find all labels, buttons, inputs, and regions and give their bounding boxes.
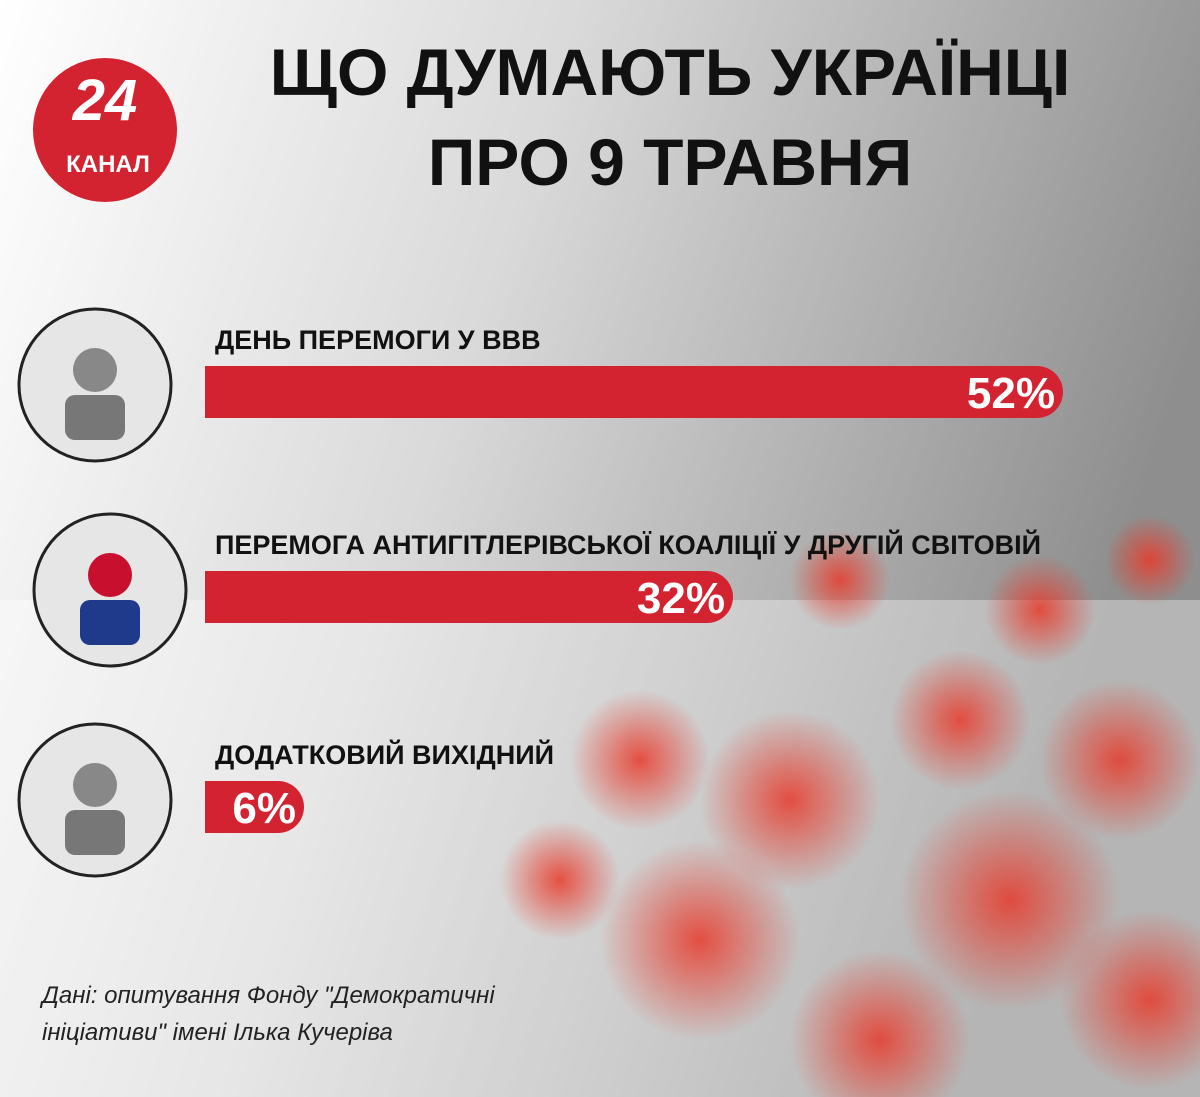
- logo-number: 24: [72, 68, 138, 133]
- category-photo: [32, 512, 188, 668]
- source-note: Дані: опитування Фонду "Демократичні: [39, 982, 495, 1009]
- photo-detail: [65, 395, 125, 440]
- bar: [205, 366, 1063, 418]
- chart-title: ПРО 9 ТРАВНЯ: [428, 125, 912, 199]
- chart-title: ЩО ДУМАЮТЬ УКРАЇНЦІ: [270, 35, 1071, 109]
- bar: [205, 571, 733, 623]
- photo-detail: [73, 763, 117, 807]
- photo-detail: [65, 810, 125, 855]
- category-photo: [17, 722, 173, 878]
- source-note: ініціативи" імені Ілька Кучеріва: [42, 1019, 393, 1046]
- photo-detail: [88, 553, 132, 597]
- category-label: ДОДАТКОВИЙ ВИХІДНИЙ: [215, 739, 554, 770]
- category-label: ДЕНЬ ПЕРЕМОГИ У ВВВ: [215, 325, 541, 355]
- category-label: ПЕРЕМОГА АНТИГІТЛЕРІВСЬКОЇ КОАЛІЦІЇ У ДР…: [215, 529, 1041, 560]
- bar: [205, 781, 304, 833]
- logo-label: КАНАЛ: [66, 151, 150, 178]
- poppies: [500, 515, 1200, 1097]
- value-label: 32%: [637, 574, 725, 623]
- photo-detail: [73, 348, 117, 392]
- category-photo: [17, 307, 173, 463]
- logo: 24 КАНАЛ: [33, 58, 177, 202]
- value-label: 52%: [967, 369, 1055, 418]
- photo-detail: [80, 600, 140, 645]
- value-label: 6%: [232, 784, 296, 833]
